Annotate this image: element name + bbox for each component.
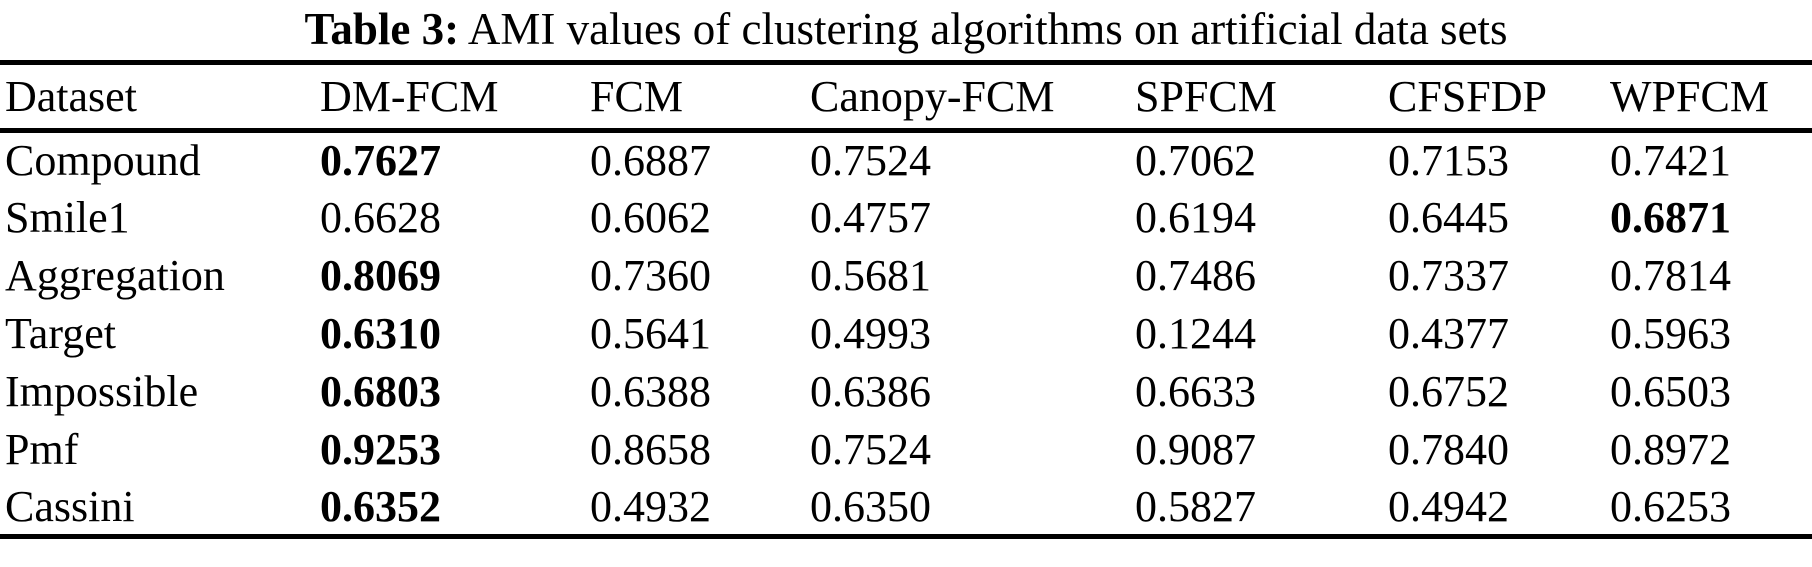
value-cell: 0.7337 — [1388, 251, 1509, 300]
value-cell: 0.9253 — [320, 425, 441, 474]
value-cell: 0.5827 — [1135, 481, 1256, 531]
value-cell: 0.6310 — [320, 309, 441, 358]
value-cell: 0.8972 — [1610, 425, 1731, 474]
value-cell: 0.7153 — [1388, 136, 1509, 186]
table-row: Aggregation 0.8069 0.7360 0.5681 0.7486 … — [0, 247, 1812, 305]
dataset-cell: Cassini — [5, 481, 135, 531]
value-cell: 0.6350 — [810, 481, 931, 531]
ami-values-table: Dataset DM-FCM FCM Canopy-FCM SPFCM CFSF… — [0, 60, 1812, 539]
table-row: Target 0.6310 0.5641 0.4993 0.1244 0.437… — [0, 305, 1812, 363]
value-cell: 0.5681 — [810, 251, 931, 300]
value-cell: 0.6388 — [590, 367, 711, 416]
value-cell: 0.8069 — [320, 251, 441, 300]
value-cell: 0.6871 — [1610, 193, 1731, 242]
value-cell: 0.6352 — [320, 481, 441, 531]
column-header-fcm: FCM — [590, 62, 810, 133]
value-cell: 0.4377 — [1388, 309, 1509, 358]
value-cell: 0.1244 — [1135, 309, 1256, 358]
value-cell: 0.5963 — [1610, 309, 1731, 358]
value-cell: 0.7486 — [1135, 251, 1256, 300]
column-header-canopy-fcm: Canopy-FCM — [810, 62, 1135, 133]
table-row: Smile1 0.6628 0.6062 0.4757 0.6194 0.644… — [0, 189, 1812, 247]
value-cell: 0.6803 — [320, 367, 441, 416]
value-cell: 0.7814 — [1610, 251, 1731, 300]
dataset-cell: Compound — [5, 136, 201, 186]
table-row: Compound 0.7627 0.6887 0.7524 0.7062 0.7… — [0, 131, 1812, 189]
value-cell: 0.6062 — [590, 193, 711, 242]
value-cell: 0.7421 — [1610, 136, 1731, 186]
dataset-cell: Pmf — [5, 425, 79, 474]
value-cell: 0.7524 — [810, 425, 931, 474]
value-cell: 0.6503 — [1610, 367, 1731, 416]
value-cell: 0.6253 — [1610, 481, 1731, 531]
value-cell: 0.5641 — [590, 309, 711, 358]
value-cell: 0.6445 — [1388, 193, 1509, 242]
header-row: Dataset DM-FCM FCM Canopy-FCM SPFCM CFSF… — [0, 62, 1812, 133]
dataset-cell: Target — [5, 309, 116, 358]
value-cell: 0.9087 — [1135, 425, 1256, 474]
table-body: Compound 0.7627 0.6887 0.7524 0.7062 0.7… — [0, 131, 1812, 537]
value-cell: 0.7524 — [810, 136, 931, 186]
table-caption-label: Table 3: — [304, 4, 460, 54]
value-cell: 0.6386 — [810, 367, 931, 416]
table-caption: Table 3: AMI values of clustering algori… — [0, 0, 1812, 60]
value-cell: 0.6752 — [1388, 367, 1509, 416]
value-cell: 0.4942 — [1388, 481, 1509, 531]
column-header-spfcm: SPFCM — [1135, 62, 1388, 133]
column-header-dmfcm: DM-FCM — [320, 62, 590, 133]
dataset-cell: Aggregation — [5, 251, 225, 300]
value-cell: 0.4932 — [590, 481, 711, 531]
dataset-cell: Impossible — [5, 367, 199, 416]
value-cell: 0.6194 — [1135, 193, 1256, 242]
value-cell: 0.7062 — [1135, 136, 1256, 186]
value-cell: 0.4757 — [810, 193, 931, 242]
value-cell: 0.6628 — [320, 193, 441, 242]
value-cell: 0.7360 — [590, 251, 711, 300]
dataset-cell: Smile1 — [5, 193, 130, 242]
table-row: Cassini 0.6352 0.4932 0.6350 0.5827 0.49… — [0, 479, 1812, 537]
column-header-wpfcm: WPFCM — [1610, 62, 1812, 133]
value-cell: 0.6887 — [590, 136, 711, 186]
value-cell: 0.4993 — [810, 309, 931, 358]
table-caption-text: AMI values of clustering algorithms on a… — [459, 4, 1508, 54]
value-cell: 0.6633 — [1135, 367, 1256, 416]
value-cell: 0.8658 — [590, 425, 711, 474]
value-cell: 0.7840 — [1388, 425, 1509, 474]
table-row: Pmf 0.9253 0.8658 0.7524 0.9087 0.7840 0… — [0, 421, 1812, 479]
table-row: Impossible 0.6803 0.6388 0.6386 0.6633 0… — [0, 363, 1812, 421]
value-cell: 0.7627 — [320, 136, 441, 186]
column-header-dataset: Dataset — [0, 62, 320, 133]
column-header-cfsfdp: CFSFDP — [1388, 62, 1610, 133]
